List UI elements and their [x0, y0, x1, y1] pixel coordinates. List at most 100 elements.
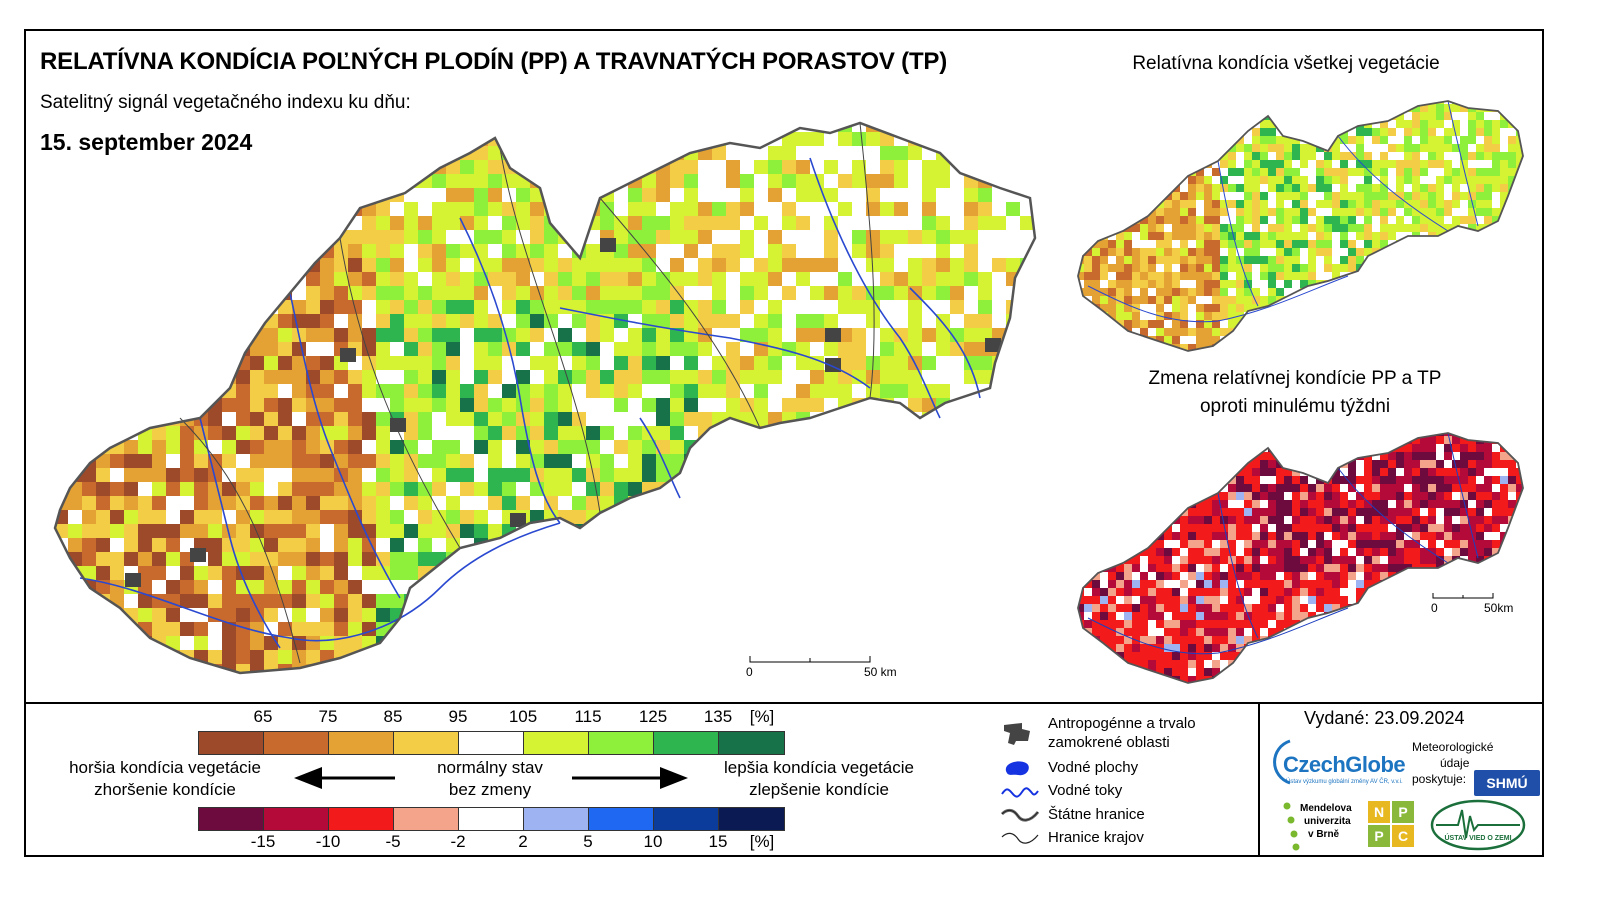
map-cell: [1048, 664, 1050, 678]
map-cell: [586, 454, 600, 468]
map-cell: [978, 650, 992, 664]
inset1-cell: [1140, 176, 1148, 184]
map-cell: [306, 230, 320, 244]
inset1-cell: [1372, 136, 1380, 144]
map-cell: [614, 664, 628, 673]
map-cell: [1048, 440, 1050, 454]
map-cell: [642, 202, 656, 216]
inset1-cell: [1260, 224, 1268, 232]
map-cell: [782, 622, 796, 636]
inset1-cell: [1204, 312, 1212, 320]
inset1-cell: [1220, 256, 1228, 264]
map-cell: [208, 650, 222, 664]
map-cell: [236, 202, 250, 216]
map-cell: [516, 440, 530, 454]
inset1-cell: [1468, 176, 1476, 184]
inset1-cell: [1068, 248, 1076, 256]
map-cell: [460, 622, 474, 636]
map-cell: [614, 314, 628, 328]
map-cell: [362, 244, 376, 258]
inset1-cell: [1500, 280, 1508, 288]
map-cell: [1034, 216, 1035, 230]
inset1-cell: [1108, 256, 1116, 264]
inset1-cell: [1380, 160, 1388, 168]
map-cell: [614, 132, 628, 146]
map-cell: [852, 552, 866, 566]
inset1-cell: [1084, 240, 1092, 248]
inset1-cell: [1300, 256, 1308, 264]
map-cell: [782, 636, 796, 650]
map-cell: [614, 244, 628, 258]
map-cell: [138, 230, 152, 244]
map-cell: [362, 440, 376, 454]
inset1-cell: [1508, 176, 1516, 184]
inset1-cell: [1156, 112, 1164, 120]
inset1-cell: [1404, 272, 1412, 280]
map-cell: [726, 566, 740, 580]
inset1-cell: [1332, 200, 1340, 208]
inset1-cell: [1188, 200, 1196, 208]
inset1-cell: [1092, 192, 1100, 200]
map-cell: [558, 524, 572, 538]
inset1-cell: [1340, 256, 1348, 264]
inset1-cell: [1204, 216, 1212, 224]
map-cell: [292, 622, 306, 636]
inset1-cell: [1316, 128, 1324, 136]
map-cell: [936, 356, 950, 370]
inset1-cell: [1140, 320, 1148, 328]
inset1-cell: [1156, 144, 1164, 152]
inset1-cell: [1340, 184, 1348, 192]
map-cell: [432, 202, 446, 216]
inset1-cell: [1332, 320, 1340, 328]
inset1-cell: [1404, 264, 1412, 272]
map-cell: [796, 454, 810, 468]
map-cell: [628, 426, 642, 440]
map-cell: [558, 454, 572, 468]
map-cell: [180, 496, 194, 510]
map-cell: [978, 188, 992, 202]
inset1-cell: [1452, 112, 1460, 120]
map-cell: [96, 510, 110, 524]
inset1-cell: [1132, 288, 1140, 296]
inset1-cell: [1260, 296, 1268, 304]
map-cell: [768, 342, 782, 356]
map-cell: [222, 468, 236, 482]
map-cell: [810, 622, 824, 636]
inset1-cell: [1244, 101, 1252, 104]
map-cell: [502, 314, 516, 328]
river-line: [909, 287, 981, 399]
inset1-cell: [1078, 280, 1084, 288]
inset1-cell: [1428, 120, 1436, 128]
map-cell: [964, 244, 978, 258]
inset1-cell: [1524, 296, 1528, 304]
map-cell: [950, 244, 964, 258]
map-cell: [544, 258, 558, 272]
map-cell: [978, 664, 992, 673]
map-cell: [40, 440, 54, 454]
inset1-cell: [1500, 352, 1508, 358]
map-cell: [124, 510, 138, 524]
map-cell: [544, 174, 558, 188]
inset1-cell: [1204, 112, 1212, 120]
map-cell: [964, 132, 978, 146]
inset1-cell: [1220, 168, 1228, 176]
map-cell: [880, 160, 894, 174]
inset1-cell: [1364, 104, 1372, 112]
inset1-cell: [1252, 168, 1260, 176]
inset1-cell: [1308, 352, 1316, 358]
map-cell: [964, 678, 978, 688]
map-cell: [418, 160, 432, 174]
map-cell: [222, 230, 236, 244]
inset1-cell: [1308, 256, 1316, 264]
inset1-cell: [1156, 336, 1164, 344]
inset1-cell: [1460, 256, 1468, 264]
map-cell: [166, 426, 180, 440]
inset1-cell: [1492, 304, 1500, 312]
map-cell: [292, 496, 306, 510]
map-cell: [376, 678, 390, 688]
inset2-cell: [1204, 433, 1212, 436]
inset1-cell: [1460, 216, 1468, 224]
map-cell: [558, 314, 572, 328]
map-cell: [824, 272, 838, 286]
inset1-cell: [1068, 192, 1076, 200]
